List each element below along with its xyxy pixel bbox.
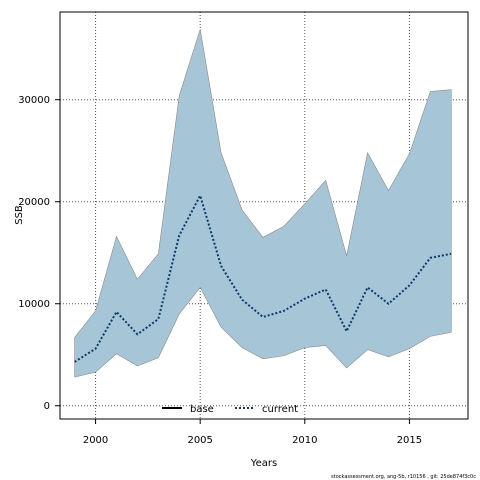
y-axis-title: SSB <box>14 205 25 225</box>
confidence-band <box>74 29 452 378</box>
x-axis-ticks: 2000 2005 2010 2015 <box>83 419 422 446</box>
confidence-band-layer <box>74 29 452 378</box>
y-tick-label: 30000 <box>18 95 50 106</box>
x-axis-title: Years <box>250 458 277 469</box>
legend: base current <box>162 404 298 415</box>
y-tick-label: 10000 <box>18 299 50 310</box>
legend-current-label: current <box>262 404 298 415</box>
y-axis-ticks: 0 10000 20000 30000 <box>18 95 60 412</box>
footnote: stockassessment.org, ang-5b, r10156 , gi… <box>331 474 476 480</box>
y-tick-label: 20000 <box>18 197 50 208</box>
x-tick-label: 2000 <box>83 435 108 446</box>
y-tick-label: 0 <box>44 401 50 412</box>
legend-base-label: base <box>190 404 214 415</box>
series-layer <box>74 192 452 363</box>
x-tick-label: 2015 <box>397 435 422 446</box>
x-tick-label: 2010 <box>292 435 317 446</box>
series-line-current <box>74 192 452 363</box>
x-tick-label: 2005 <box>187 435 212 446</box>
plot-frame <box>59 11 469 420</box>
